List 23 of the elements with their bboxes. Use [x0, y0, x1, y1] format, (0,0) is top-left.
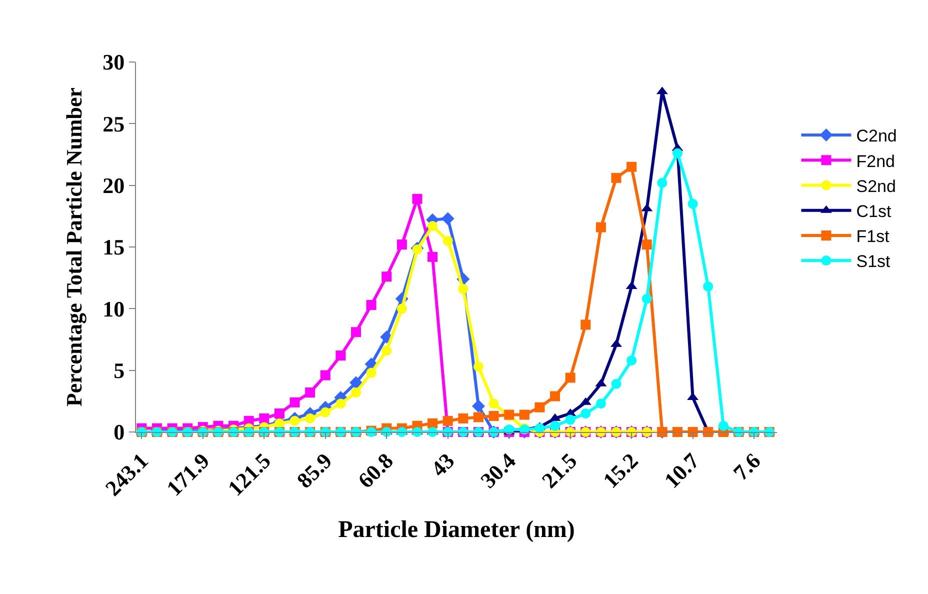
y-axis-title: Percentage Total Particle Number: [61, 87, 86, 407]
y-tick-label: 0: [114, 420, 125, 445]
x-tick-label: 15.2: [598, 448, 643, 493]
x-tick-label: 10.7: [659, 448, 704, 493]
x-tick-label: 21.5: [536, 448, 582, 493]
y-tick-label: 15: [102, 234, 125, 260]
x-tick-label: 85.9: [292, 448, 337, 493]
legend-label: F1st: [856, 227, 890, 246]
x-axis-title: Particle Diameter (nm): [338, 517, 575, 544]
x-tick-label: 30.4: [476, 448, 520, 493]
y-tick-label: 30: [102, 50, 125, 75]
x-tick-label: 60.8: [353, 448, 398, 493]
y-tick-label: 10: [102, 296, 125, 322]
y-tick-label: 25: [102, 111, 125, 136]
legend-label: F2nd: [856, 152, 895, 171]
legend-label: C1st: [856, 202, 892, 221]
legend-label: S2nd: [856, 176, 896, 196]
y-tick-label: 5: [114, 358, 125, 384]
legend-label: S1st: [856, 252, 891, 272]
y-tick-label: 20: [102, 173, 125, 198]
x-tick-label: 7.6: [728, 448, 766, 486]
legend-label: C2nd: [856, 126, 897, 146]
x-tick-label: 43: [426, 448, 460, 482]
